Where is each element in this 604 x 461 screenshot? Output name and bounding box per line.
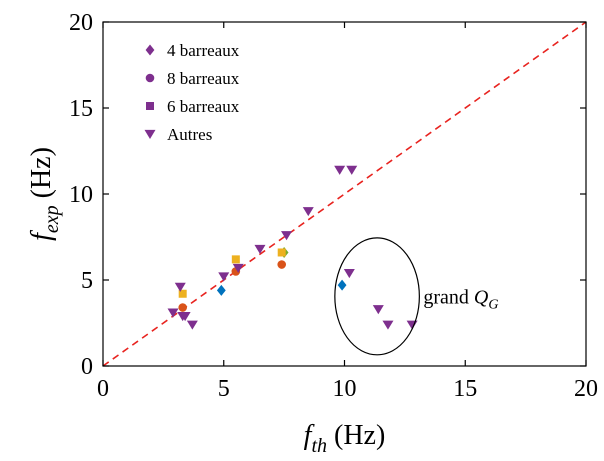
- data-point: [343, 268, 355, 279]
- data-point: [277, 248, 286, 257]
- data-point: [231, 255, 240, 264]
- legend-label: 8 barreaux: [167, 69, 240, 88]
- data-point: [179, 311, 191, 322]
- y-tick-label: 0: [81, 354, 93, 380]
- legend-label: 6 barreaux: [167, 97, 240, 116]
- data-point: [346, 165, 358, 175]
- data-point: [372, 305, 384, 315]
- legend-marker: [146, 102, 154, 110]
- data-point: [167, 308, 179, 318]
- x-tick-label: 0: [97, 376, 109, 402]
- data-point: [218, 272, 230, 282]
- data-point: [254, 244, 266, 254]
- axis-labels: fth (Hz) fexp (Hz): [26, 147, 385, 457]
- data-point: [216, 284, 226, 296]
- annotation-label: grand QG: [423, 286, 498, 312]
- x-tick-label: 15: [453, 376, 477, 402]
- data-point: [277, 260, 287, 269]
- legend-marker: [145, 73, 155, 83]
- legend-label: Autres: [167, 125, 212, 144]
- data-point: [178, 289, 187, 298]
- x-tick-label: 20: [574, 376, 598, 402]
- data-point: [178, 303, 187, 312]
- legend-marker: [145, 44, 155, 56]
- data-point: [337, 279, 347, 291]
- data-point: [232, 263, 244, 273]
- legend-marker: [144, 129, 156, 139]
- data-point: [382, 320, 394, 330]
- y-tick-label: 5: [81, 268, 93, 294]
- legend: 4 barreaux 8 barreaux 6 barreaux Autres: [144, 41, 240, 144]
- data-point: [334, 165, 346, 175]
- y-tick-label: 10: [69, 182, 93, 208]
- annotation: grand QG: [334, 237, 498, 356]
- data-point: [174, 282, 186, 292]
- annotation-ellipse: [334, 237, 420, 356]
- y-tick-label: 15: [69, 96, 93, 122]
- x-tick-label: 5: [218, 376, 230, 402]
- legend-label: 4 barreaux: [167, 41, 240, 60]
- data-point: [281, 231, 293, 241]
- data-point: [302, 207, 314, 217]
- y-axis-label: fexp (Hz): [26, 147, 63, 241]
- x-tick-label: 10: [333, 376, 357, 402]
- data-point: [186, 320, 198, 330]
- x-axis-label: fth (Hz): [304, 420, 386, 457]
- y-tick-label: 20: [69, 10, 93, 36]
- axes: 0 5 10 15 20 0 5 10 15 20: [69, 10, 598, 402]
